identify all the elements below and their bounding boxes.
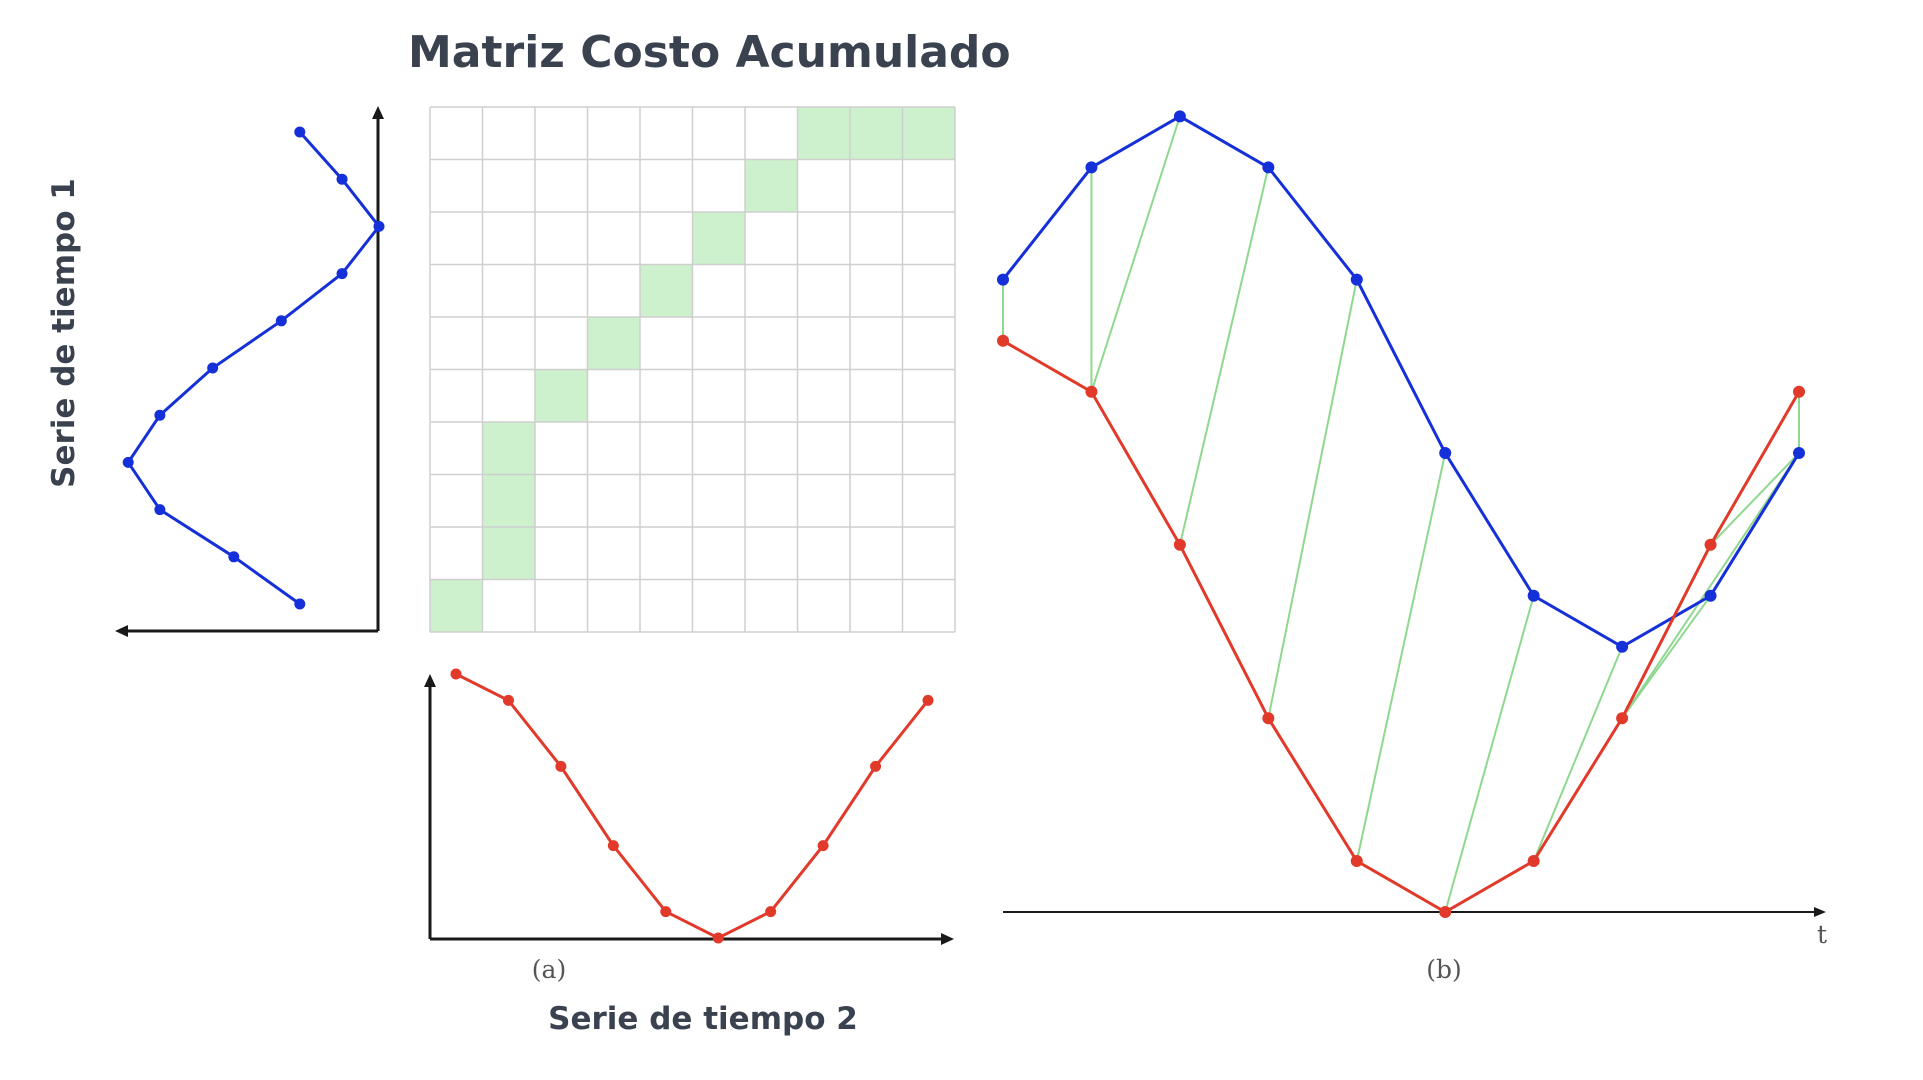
alignment-series-1-point (1262, 161, 1275, 174)
matrix-grid (429, 106, 956, 633)
path-cell (482, 474, 535, 527)
series-1-line (122, 126, 385, 610)
series-2-point (712, 932, 724, 944)
warp-line (1178, 167, 1270, 546)
alignment-series-1-polyline (1001, 114, 1801, 649)
path-cell (535, 369, 588, 422)
alignment-series-1-point (1527, 589, 1540, 602)
warp-line (1709, 452, 1800, 546)
series-1-axis-title: Serie de tiempo 1 (46, 178, 82, 488)
series-2-point (817, 840, 829, 852)
alignment-series-1-point (1793, 447, 1805, 459)
series-1-point (294, 598, 306, 610)
alignment-warp-lines (1002, 116, 1800, 913)
series-1-point (336, 173, 348, 185)
path-cell (692, 212, 745, 265)
alignment-series-1-point (1439, 447, 1452, 459)
warp-line (1621, 452, 1800, 719)
panel-b-label: (b) (1426, 955, 1462, 984)
warping-path-cells (430, 107, 955, 632)
panel-a-label: (a) (532, 955, 566, 984)
series-1-point (336, 268, 348, 280)
series-2-point (870, 760, 882, 772)
series-1-axis-arrow-icon (372, 106, 384, 119)
series-1-chart (115, 106, 385, 637)
cost-matrix (429, 106, 956, 633)
alignment-series-2 (997, 334, 1805, 918)
alignment-series-2-point (1439, 906, 1452, 918)
path-cell (850, 107, 903, 160)
series-2-point (765, 906, 777, 918)
series-1-point (228, 551, 240, 563)
alignment-series-1 (997, 110, 1805, 653)
series-1-point (154, 504, 166, 516)
path-cell (482, 422, 535, 475)
series-2-chart (424, 668, 954, 945)
path-cell (587, 317, 640, 370)
alignment-series-2-point (1262, 712, 1275, 725)
path-cell (640, 264, 693, 317)
series-2-point (922, 694, 934, 706)
series-1-point (275, 315, 287, 327)
alignment-series-2-point (1173, 538, 1186, 551)
alignment-series-1-point (1350, 273, 1363, 286)
path-cell (902, 107, 955, 160)
series-2-point (502, 694, 514, 706)
series-2-axis-title: Serie de tiempo 2 (548, 1001, 858, 1037)
alignment-series-2-point (1527, 855, 1540, 867)
warp-line (1532, 646, 1624, 862)
alignment-series-2-point (1350, 855, 1363, 867)
series-1-polyline (126, 130, 381, 606)
alignment-series-2-point (1616, 712, 1629, 725)
series-2-point (607, 840, 619, 852)
alignment-series-1-point (1616, 640, 1629, 653)
path-cell (482, 527, 535, 580)
alignment-series-2-point (997, 334, 1009, 347)
alignment-chart (997, 110, 1826, 918)
time-axis-label: t (1817, 920, 1827, 949)
diagram-title: Matriz Costo Acumulado (408, 27, 1011, 78)
series-1-point (294, 126, 306, 138)
alignment-series-1-point (1704, 589, 1717, 602)
path-cell (797, 107, 850, 160)
warp-line (1267, 279, 1358, 719)
series-1-point (154, 409, 166, 421)
series-2-line (450, 668, 934, 944)
alignment-time-arrow-icon (1814, 907, 1826, 917)
alignment-series-2-point (1704, 538, 1717, 551)
series-1-time-arrow-icon (115, 625, 128, 637)
warp-line (1444, 595, 1535, 913)
path-cell (745, 159, 798, 212)
path-cell (430, 579, 483, 632)
alignment-series-1-point (997, 273, 1009, 286)
series-2-point (660, 906, 672, 918)
series-2-point (555, 760, 567, 772)
series-2-point (450, 668, 462, 680)
series-1-point (373, 220, 385, 232)
warp-line (1090, 116, 1181, 393)
series-1-point (122, 456, 134, 468)
warp-line (1355, 452, 1447, 862)
alignment-series-2-point (1085, 385, 1098, 398)
series-2-time-arrow-icon (941, 933, 954, 945)
alignment-series-2-point (1793, 385, 1805, 398)
alignment-series-1-point (1085, 161, 1098, 174)
series-1-point (207, 362, 219, 374)
series-2-axis-arrow-icon (424, 674, 436, 687)
alignment-series-1-point (1173, 110, 1186, 123)
series-2-polyline (455, 672, 930, 940)
alignment-series-2-polyline (1002, 339, 1801, 914)
